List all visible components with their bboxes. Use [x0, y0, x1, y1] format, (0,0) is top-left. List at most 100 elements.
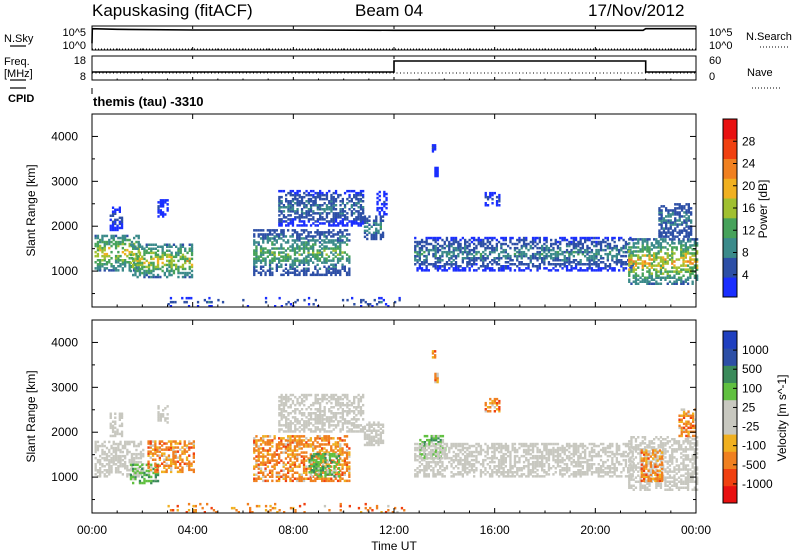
- power-cell: [662, 221, 666, 224]
- power-cell: [468, 248, 471, 252]
- velocity-cell: [339, 473, 342, 476]
- power-cell: [343, 218, 347, 221]
- velocity-cell: [293, 457, 297, 460]
- velocity-cell: [289, 439, 292, 442]
- power-cell: [120, 224, 124, 228]
- power-cell: [137, 244, 140, 248]
- velocity-cell: [135, 454, 138, 458]
- velocity-cell: [300, 473, 303, 476]
- power-cell: [156, 263, 160, 267]
- velocity-cell: [350, 401, 353, 405]
- power-cell: [475, 263, 478, 266]
- velocity-cell: [114, 471, 118, 474]
- power-cell: [383, 200, 386, 204]
- power-cell: [318, 233, 322, 236]
- velocity-cell: [103, 444, 106, 448]
- velocity-cell: [137, 456, 140, 460]
- velocity-cell: [319, 412, 322, 415]
- velocity-cell: [124, 467, 127, 470]
- power-cell: [425, 261, 428, 264]
- power-cell: [163, 251, 166, 255]
- power-cell: [385, 206, 388, 210]
- velocity-cell: [339, 457, 342, 460]
- velocity-cell: [345, 463, 349, 466]
- power-cell: [280, 265, 283, 268]
- velocity-cell: [128, 458, 131, 462]
- velocity-cell: [255, 477, 258, 480]
- power-cell: [680, 252, 683, 255]
- velocity-cell: [305, 451, 308, 454]
- freq-left-tick-bottom: 8: [80, 71, 86, 83]
- velocity-cell: [327, 451, 331, 454]
- velocity-cell: [318, 463, 322, 466]
- power-cell: [253, 265, 256, 268]
- velocity-cell: [163, 454, 166, 457]
- power-cell: [482, 254, 485, 258]
- velocity-cell: [154, 475, 157, 479]
- velocity-cell: [315, 463, 318, 466]
- velocity-cell: [262, 459, 265, 462]
- power-cell: [334, 271, 337, 274]
- velocity-cell: [105, 456, 109, 460]
- velocity-cell: [161, 452, 164, 455]
- power-cell: [639, 250, 642, 253]
- power-cell: [482, 244, 485, 248]
- velocity-cell: [99, 475, 102, 478]
- power-cell: [99, 263, 102, 266]
- power-cell: [659, 278, 663, 281]
- velocity-cell: [275, 445, 278, 448]
- power-cell: [608, 267, 612, 270]
- power-cell: [376, 192, 379, 196]
- velocity-cell: [287, 406, 290, 409]
- power-cell: [309, 231, 312, 234]
- velocity-cell: [327, 441, 331, 444]
- power-cell: [489, 191, 492, 195]
- power-cell: [684, 252, 687, 255]
- power-cell: [293, 249, 297, 252]
- power-cell: [690, 219, 693, 222]
- power-cell: [498, 204, 501, 207]
- velocity-cell: [150, 465, 153, 469]
- velocity-cell: [130, 460, 134, 464]
- velocity-cell: [314, 414, 317, 417]
- power-cell: [348, 255, 351, 258]
- power-cell: [99, 248, 102, 252]
- velocity-cell: [296, 418, 299, 421]
- power-cell: [678, 229, 681, 232]
- power-cell: [334, 214, 338, 217]
- power-cell: [452, 240, 455, 244]
- power-cell: [484, 195, 487, 199]
- power-cell: [323, 273, 326, 277]
- power-cell: [655, 242, 658, 245]
- power-cell: [170, 265, 173, 269]
- velocity-cell: [298, 477, 301, 480]
- velocity-cell: [310, 469, 313, 472]
- power-cell: [353, 189, 356, 193]
- power-cell: [287, 241, 290, 244]
- velocity-cell: [287, 428, 290, 431]
- power-ytick-label-1: 2000: [51, 219, 78, 233]
- power-cell: [658, 229, 661, 232]
- power-cell: [323, 261, 326, 264]
- power-cell: [357, 224, 360, 227]
- power-cell: [159, 213, 162, 216]
- power-cell: [441, 269, 444, 272]
- velocity-cell: [96, 475, 100, 478]
- velocity-cell: [317, 452, 320, 456]
- power-cell: [162, 215, 165, 218]
- power-scatter-cells: [94, 144, 699, 308]
- power-cell: [147, 247, 151, 250]
- power-cell: [556, 263, 560, 266]
- velocity-cell: [339, 406, 342, 409]
- velocity-cell: [341, 412, 344, 415]
- velocity-cell: [109, 416, 112, 419]
- power-cell: [504, 236, 507, 240]
- power-cell: [291, 267, 294, 270]
- power-cell: [175, 251, 178, 255]
- power-cell: [466, 265, 469, 268]
- power-cell: [629, 250, 632, 254]
- velocity-cell: [316, 399, 319, 403]
- velocity-cell: [312, 475, 315, 478]
- velocity-cell: [296, 445, 299, 448]
- power-cell: [696, 244, 699, 247]
